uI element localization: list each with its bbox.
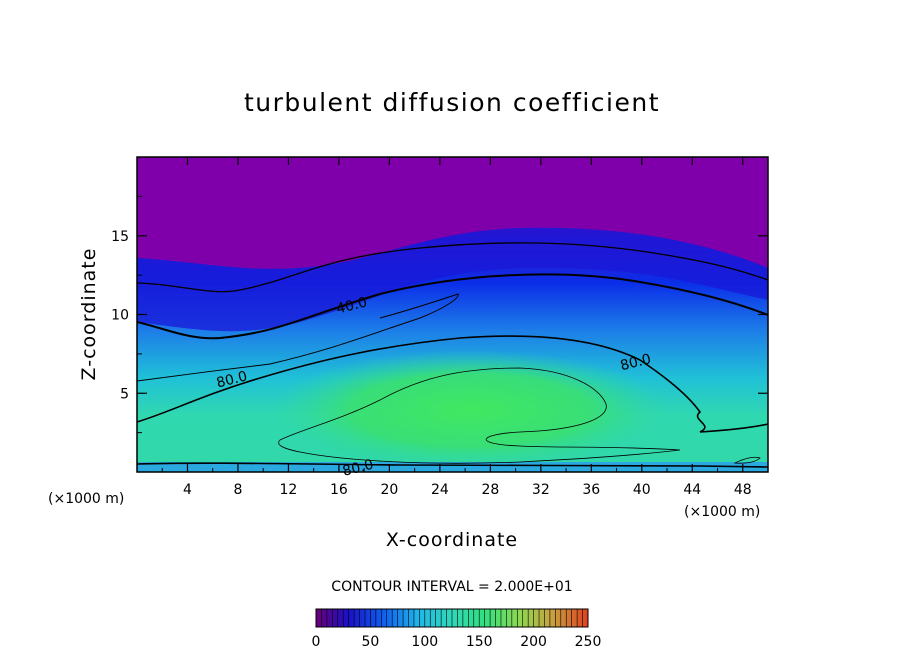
contour-label: 80.0 [619, 351, 653, 374]
contour-interval-text: CONTOUR INTERVAL = 2.000E+01 [331, 579, 572, 595]
contour-label: 80.0 [215, 369, 249, 392]
colorbar-tick-label: 0 [312, 634, 321, 650]
y-axis-label: Z-coordinate [78, 248, 100, 381]
x-tick-label: 28 [481, 482, 499, 498]
colorbar-tick-label: 200 [520, 634, 547, 650]
x-tick-label: 20 [380, 482, 398, 498]
contour-line [278, 367, 681, 464]
x-axis-label: X-coordinate [386, 529, 518, 551]
x-tick-label: 12 [280, 482, 298, 498]
contour-line [137, 273, 768, 340]
y-tick-label: 10 [111, 308, 129, 324]
contour-line [137, 335, 768, 433]
colorbar-tick-label: 100 [411, 634, 438, 650]
peak-region [270, 350, 670, 470]
ground-layer [137, 462, 768, 472]
contour-label: 40.0 [335, 294, 369, 317]
y-tick-label: 5 [120, 386, 129, 402]
contour-line [137, 462, 768, 468]
x-tick-label: 44 [683, 482, 701, 498]
x-tick-label: 4 [183, 482, 192, 498]
colorbar-tick-label: 50 [361, 634, 379, 650]
x-tick-label: 48 [734, 482, 752, 498]
x-tick-label: 40 [633, 482, 651, 498]
colorbar-tick-label: 250 [575, 634, 602, 650]
y-tick-label: 15 [111, 229, 129, 245]
y-axis-ticks: 5 10 15 [111, 195, 768, 434]
x-unit-left: (×1000 m) [48, 491, 124, 507]
contour-line [733, 456, 761, 464]
colorbar-ticks: 0 50 100 150 200 250 [312, 634, 602, 650]
colorbar-stripes [321, 609, 583, 627]
x-tick-label: 32 [532, 482, 550, 498]
contour-line [137, 293, 459, 382]
colorbar-tick-label: 150 [466, 634, 493, 650]
x-tick-label: 16 [330, 482, 348, 498]
upper-quiet-region [137, 157, 768, 269]
contour-labels: 40.0 80.0 80.0 80.0 [215, 294, 653, 479]
x-unit-right: (×1000 m) [684, 504, 760, 520]
x-tick-label: 8 [233, 482, 242, 498]
x-tick-label: 24 [431, 482, 449, 498]
contour-line [137, 242, 768, 293]
chart-title: turbulent diffusion coefficient [244, 88, 660, 117]
x-tick-label: 36 [582, 482, 600, 498]
contour-lines [137, 242, 768, 468]
contour-label: 80.0 [341, 457, 375, 480]
colorbar-frame [315, 608, 589, 628]
plot-fill [137, 157, 768, 472]
x-axis-ticks: 4 8 12 16 20 24 28 32 36 40 44 48 [161, 157, 752, 498]
blue-band [137, 227, 768, 332]
